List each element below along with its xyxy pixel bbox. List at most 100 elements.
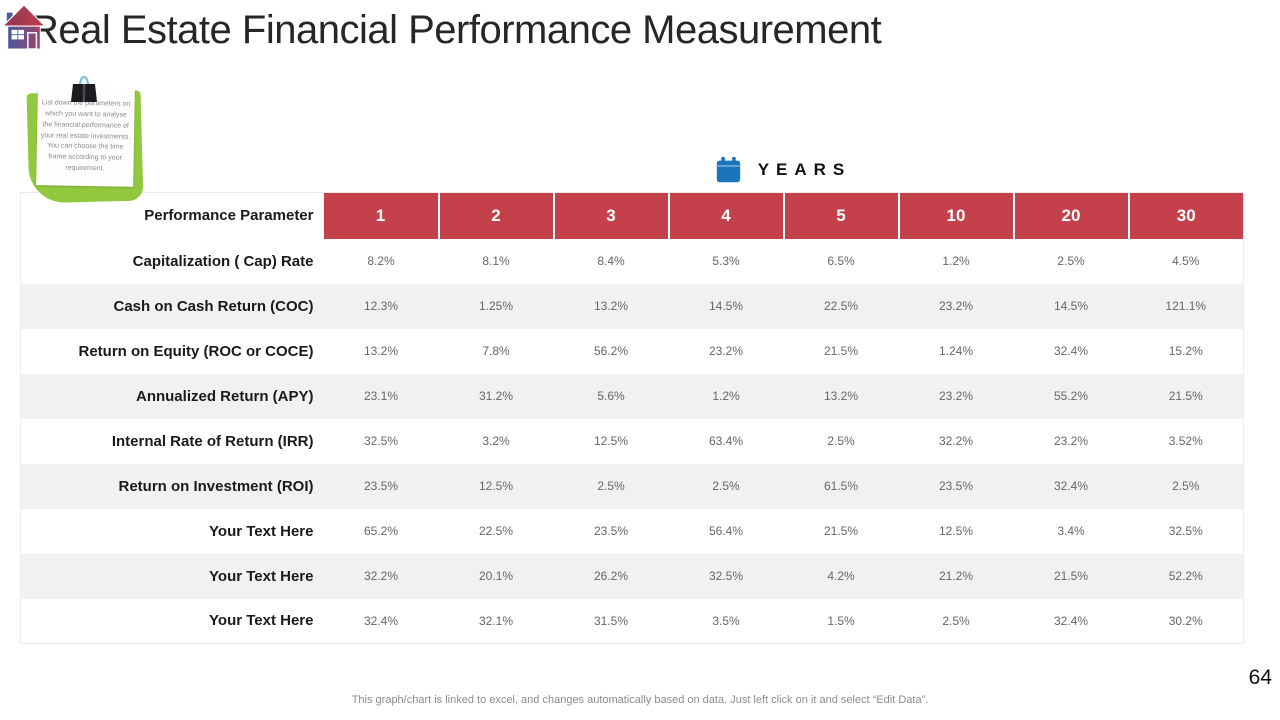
table-cell: 32.4% — [1053, 344, 1089, 358]
table-row: Cash on Cash Return (COC) 12.3% 1.25% 13… — [20, 283, 1244, 329]
table-cell: 61.5% — [823, 479, 859, 493]
table-cell: 32.2% — [363, 569, 399, 583]
table-cell: 32.1% — [478, 613, 514, 628]
table-cell: 12.5% — [593, 434, 629, 448]
table-cell: 21.5% — [1168, 389, 1203, 403]
table-cell: 5.3% — [712, 254, 740, 268]
table-cell: 21.5% — [1053, 569, 1089, 583]
table-cell: 12.5% — [478, 479, 514, 493]
table-cell: 4.2% — [827, 569, 855, 583]
table-cell: 31.5% — [593, 613, 629, 628]
table-cell: 13.2% — [593, 299, 629, 313]
binder-clip-icon — [71, 75, 97, 102]
table-cell: 26.2% — [593, 569, 629, 583]
year-column-header: 4 — [667, 192, 784, 239]
table-cell: 23.1% — [363, 389, 399, 403]
year-column-header: 5 — [782, 192, 899, 239]
table-cell: 3.2% — [482, 434, 510, 448]
table-cell: 2.5% — [1057, 254, 1085, 268]
table-header-parameter: Performance Parameter — [20, 192, 324, 239]
row-label: Your Text Here — [209, 567, 314, 585]
row-label: Annualized Return (APY) — [135, 387, 314, 405]
table-cell: 23.2% — [938, 389, 974, 403]
page-title: Real Estate Financial Performance Measur… — [30, 8, 882, 52]
table-cell: 13.2% — [823, 389, 859, 403]
row-label: Cash on Cash Return (COC) — [113, 297, 314, 315]
table-cell: 21.2% — [938, 569, 974, 583]
table-cell: 23.5% — [938, 479, 974, 493]
table-cell: 5.6% — [597, 389, 625, 403]
table-cell: 1.2% — [942, 254, 970, 268]
row-label: Your Text Here — [209, 522, 314, 540]
table-cell: 23.5% — [593, 524, 629, 538]
table-cell: 23.5% — [363, 479, 399, 493]
years-header: YEARS — [323, 150, 1243, 190]
years-label: YEARS — [757, 160, 852, 179]
table-cell: 65.2% — [363, 524, 399, 538]
table-cell: 8.1% — [482, 254, 510, 268]
table-cell: 14.5% — [1053, 299, 1089, 313]
table-cell: 22.5% — [823, 299, 859, 313]
table-cell: 32.5% — [708, 569, 744, 583]
table-cell: 23.2% — [1053, 434, 1089, 448]
table-cell: 2.5% — [1172, 479, 1200, 493]
table-cell: 8.2% — [367, 254, 395, 268]
table-cell: 32.4% — [363, 613, 399, 628]
row-label: Your Text Here — [209, 612, 314, 630]
table-cell: 2.5% — [827, 434, 855, 448]
table-cell: 21.5% — [823, 524, 859, 538]
table-row: Return on Equity (ROC or COCE) 13.2% 7.8… — [21, 329, 1244, 374]
table-cell: 13.2% — [363, 344, 399, 358]
year-column-header: 20 — [1012, 192, 1129, 239]
table-cell: 6.5% — [827, 254, 855, 268]
table-cell: 12.5% — [938, 524, 974, 538]
table-row: Your Text Here 65.2% 22.5% 23.5% 56.4% 2… — [21, 509, 1244, 554]
row-label: Return on Investment (ROI) — [118, 477, 314, 495]
table-cell: 32.5% — [1168, 524, 1203, 538]
table-cell: 32.2% — [938, 434, 974, 448]
table-cell: 23.2% — [938, 299, 974, 313]
year-column-header: 10 — [897, 192, 1014, 239]
table-cell: 7.8% — [482, 344, 510, 358]
performance-table[interactable]: Performance Parameter 1 2 3 4 5 10 20 30… — [20, 192, 1244, 644]
table-cell: 1.2% — [712, 389, 740, 403]
sticky-note-text: List down the parameters on which you wa… — [40, 99, 131, 173]
table-row: Your Text Here 32.4% 32.1% 31.5% 3.5% 1.… — [21, 599, 1244, 644]
table-cell: 1.25% — [478, 299, 514, 313]
table-row: Your Text Here 32.2% 20.1% 26.2% 32.5% 4… — [20, 553, 1244, 599]
row-label: Internal Rate of Return (IRR) — [111, 432, 314, 450]
calendar-icon — [716, 156, 740, 182]
year-column-header: 30 — [1127, 192, 1244, 239]
table-cell: 56.2% — [593, 344, 629, 358]
table-cell: 3.4% — [1057, 524, 1085, 538]
table-cell: 3.52% — [1168, 434, 1203, 448]
table-cell: 8.4% — [597, 254, 625, 268]
table-cell: 56.4% — [708, 524, 744, 538]
table-cell: 32.4% — [1053, 479, 1089, 493]
row-label: Return on Equity (ROC or COCE) — [78, 342, 314, 360]
table-row: Capitalization ( Cap) Rate 8.2% 8.1% 8.4… — [21, 239, 1244, 284]
footer-note: This graph/chart is linked to excel, and… — [351, 694, 929, 706]
table-cell: 20.1% — [478, 569, 514, 583]
table-cell: 22.5% — [478, 524, 514, 538]
table-cell: 4.5% — [1172, 254, 1200, 268]
table-cell: 15.2% — [1168, 344, 1203, 358]
table-cell: 52.2% — [1168, 569, 1203, 583]
table-cell: 3.5% — [712, 613, 740, 628]
year-column-header: 3 — [552, 192, 669, 239]
table-cell: 2.5% — [597, 479, 625, 493]
table-cell: 2.5% — [712, 479, 740, 493]
table-cell: 12.3% — [363, 299, 399, 313]
table-cell: 55.2% — [1053, 389, 1089, 403]
table-cell: 23.2% — [708, 344, 744, 358]
table-row: Internal Rate of Return (IRR) 32.5% 3.2%… — [21, 419, 1244, 464]
table-cell: 1.5% — [827, 613, 855, 628]
table-cell: 32.5% — [363, 434, 399, 448]
table-cell: 63.4% — [708, 434, 744, 448]
sticky-note: List down the parameters on which you wa… — [24, 70, 148, 206]
table-cell: 2.5% — [942, 613, 970, 628]
table-row: Annualized Return (APY) 23.1% 31.2% 5.6%… — [20, 373, 1244, 419]
year-column-header: 2 — [437, 192, 554, 239]
row-label: Capitalization ( Cap) Rate — [132, 252, 314, 270]
